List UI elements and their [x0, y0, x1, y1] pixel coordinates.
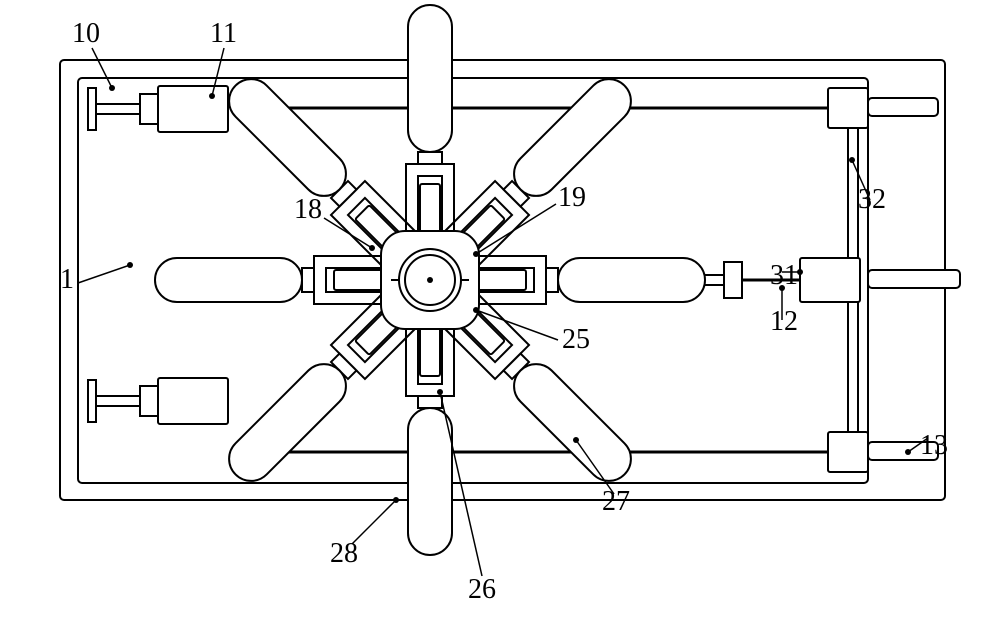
svg-text:13: 13 — [920, 430, 948, 461]
svg-text:28: 28 — [330, 538, 358, 569]
svg-text:27: 27 — [602, 486, 630, 517]
svg-text:12: 12 — [770, 306, 798, 337]
svg-text:32: 32 — [858, 184, 886, 215]
svg-text:19: 19 — [558, 182, 586, 213]
svg-text:31: 31 — [770, 260, 798, 291]
svg-text:18: 18 — [294, 194, 322, 225]
svg-text:26: 26 — [468, 574, 496, 605]
svg-text:25: 25 — [562, 324, 590, 355]
svg-text:11: 11 — [210, 18, 237, 49]
svg-text:10: 10 — [72, 18, 100, 49]
hub-center-dot — [427, 277, 433, 283]
svg-text:1: 1 — [60, 264, 74, 295]
